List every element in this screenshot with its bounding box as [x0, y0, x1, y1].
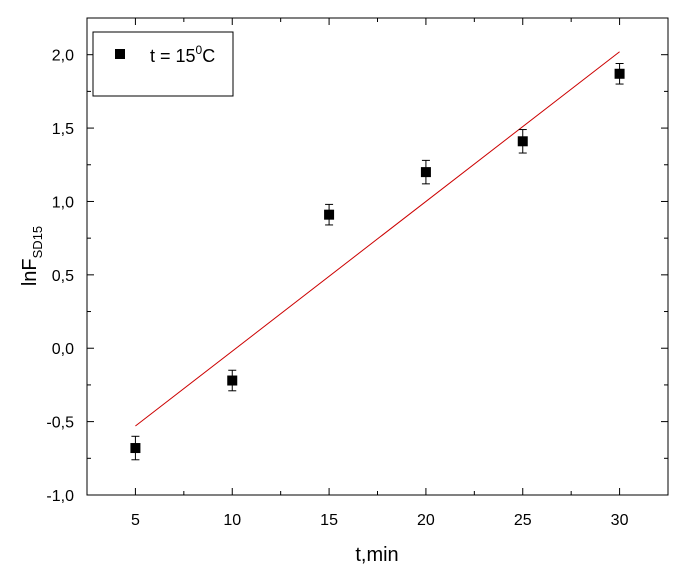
data-point	[420, 167, 431, 178]
data-point	[517, 136, 528, 147]
legend: t = 150C	[92, 31, 234, 97]
y-axis-title-sub: SD15	[30, 226, 45, 259]
fit-line-group	[135, 51, 620, 427]
y-tick-label: -0,5	[46, 415, 74, 432]
y-axis-title-main: lnF	[19, 258, 41, 286]
y-tick-label: -1,0	[46, 488, 74, 505]
data-point	[324, 209, 335, 220]
fit-line	[135, 51, 620, 427]
legend-label-sup: 0	[196, 43, 203, 57]
legend-label-prefix: t = 15	[150, 46, 196, 66]
data-point	[227, 375, 238, 386]
data-point	[130, 443, 141, 454]
y-tick-label: 1,0	[52, 194, 74, 211]
data-point	[614, 68, 625, 79]
legend-label: t = 150C	[150, 43, 215, 66]
y-axis-title: lnFSD15	[19, 226, 45, 286]
y-tick-label: 0,0	[52, 341, 74, 358]
x-axis-title: t,min	[355, 544, 398, 566]
x-tick-label: 30	[611, 512, 629, 529]
x-tick-label: 25	[514, 512, 532, 529]
x-tick-label: 5	[131, 512, 140, 529]
x-tick-label: 20	[417, 512, 435, 529]
y-tick-label: 2,0	[52, 48, 74, 65]
y-tick-label: 1,5	[52, 121, 74, 138]
legend-label-suffix: C	[202, 46, 215, 66]
x-tick-label: 10	[223, 512, 241, 529]
x-tick-label: 15	[320, 512, 338, 529]
legend-box	[92, 31, 234, 97]
legend-marker	[115, 49, 125, 59]
y-tick-label: 0,5	[52, 268, 74, 285]
data-points	[130, 62, 625, 461]
ticks: 5 10 15 20 25 30 -1,0 -0,5 0,0 0,5 1,0 1,5 2,0	[46, 17, 669, 529]
